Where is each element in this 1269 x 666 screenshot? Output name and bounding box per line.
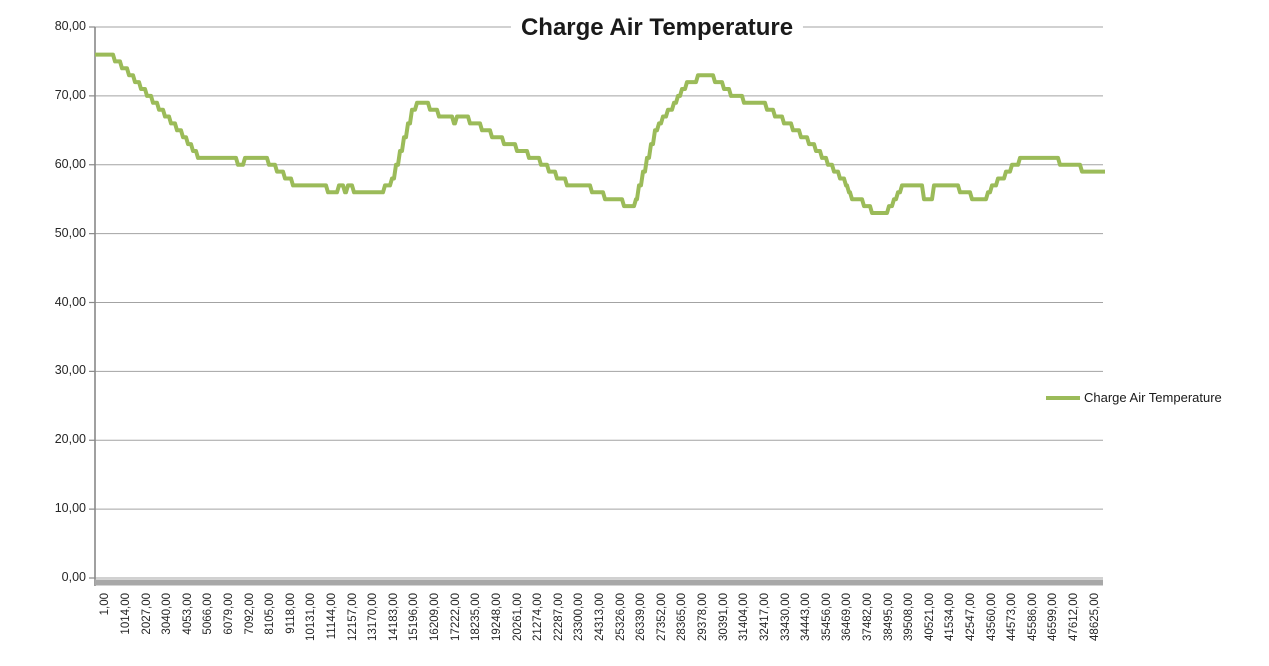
x-axis-tick-label: 1014,00 xyxy=(119,593,132,635)
x-axis-tick-label: 24313,00 xyxy=(594,593,606,641)
x-axis-tick-label: 34443,00 xyxy=(800,593,813,641)
x-axis-tick-label: 7092,00 xyxy=(243,593,256,635)
x-axis-tick-label: 31404,00 xyxy=(738,593,751,641)
x-axis-tick-label: 11144,00 xyxy=(326,593,339,640)
x-axis-bar xyxy=(95,579,1103,586)
x-axis-tick-label: 15196,00 xyxy=(408,593,421,641)
y-axis-tick-label: 80,00 xyxy=(54,19,86,33)
x-axis-tick-label: 48625,00 xyxy=(1088,593,1101,641)
x-axis-tick-label: 41534,00 xyxy=(944,593,957,641)
x-axis-tick-label: 2027,00 xyxy=(140,593,153,635)
x-axis-tick-label: 20261,00 xyxy=(511,593,524,641)
x-axis-tick-label: 37482,00 xyxy=(861,593,874,641)
chart-title: Charge Air Temperature xyxy=(510,14,804,42)
x-axis-tick-label: 10131,00 xyxy=(305,593,318,641)
x-axis-tick-label: 47612,00 xyxy=(1068,593,1081,641)
y-axis-tick-label: 60,00 xyxy=(54,156,86,171)
x-axis-tick-label: 33430,00 xyxy=(779,593,792,641)
x-axis-tick-label: 5066,00 xyxy=(202,593,215,635)
x-axis-tick-label: 13170,00 xyxy=(367,593,380,641)
x-axis-tick-label: 25326,00 xyxy=(614,593,627,641)
y-axis-tick-label: 40,00 xyxy=(54,294,86,309)
x-axis-tick-label: 19248,00 xyxy=(490,593,503,641)
series-line-charge-air-temperature xyxy=(95,52,1105,215)
x-axis-tick-label: 27352,00 xyxy=(655,593,668,641)
x-axis-tick-label: 42547,00 xyxy=(965,593,978,641)
x-axis-tick-label: 21274,00 xyxy=(532,593,545,641)
y-axis-tick-label: 0,00 xyxy=(61,570,86,584)
x-axis-tick-label: 4053,00 xyxy=(181,593,194,635)
x-axis-tick-label: 30391,00 xyxy=(717,593,730,641)
x-axis-tick-label: 39508,00 xyxy=(903,593,916,641)
x-axis-tick-label: 22287,00 xyxy=(552,593,565,641)
x-axis-tick-label: 1,00 xyxy=(99,593,112,616)
y-axis-tick-label: 10,00 xyxy=(54,501,86,516)
x-axis-tick-label: 40521,00 xyxy=(923,593,936,641)
x-axis-tick-label: 29378,00 xyxy=(697,593,710,641)
x-axis-tick-label: 12157,00 xyxy=(346,593,359,641)
x-axis-tick-label: 14183,00 xyxy=(387,593,400,641)
legend: Charge Air Temperature xyxy=(1046,390,1222,405)
x-axis-tick-label: 38495,00 xyxy=(882,593,895,641)
x-axis-tick-label: 44573,00 xyxy=(1006,593,1019,641)
x-axis-tick-label: 35456,00 xyxy=(820,593,833,641)
x-axis-tick-label: 6079,00 xyxy=(222,593,235,635)
x-axis-tick-label: 18235,00 xyxy=(470,593,483,641)
x-axis-tick-label: 3040,00 xyxy=(161,593,174,635)
x-axis-tick-label: 36469,00 xyxy=(841,593,854,641)
x-axis-tick-label: 9118,00 xyxy=(284,593,297,634)
x-axis-tick-label: 43560,00 xyxy=(985,593,998,641)
x-axis-tick-label: 26339,00 xyxy=(635,593,648,641)
y-axis-tick-label: 50,00 xyxy=(54,225,86,240)
x-axis-tick-label: 32417,00 xyxy=(758,593,771,641)
y-axis-tick-label: 70,00 xyxy=(54,87,86,102)
x-axis-tick-label: 45586,00 xyxy=(1026,593,1039,641)
y-axis-tick-label: 30,00 xyxy=(54,363,86,378)
x-axis-tick-label: 8105,00 xyxy=(264,593,277,635)
x-axis-tick-label: 46599,00 xyxy=(1047,593,1060,641)
x-axis-tick-label: 28365,00 xyxy=(676,593,689,641)
x-axis-tick-label: 23300,00 xyxy=(573,593,586,641)
y-axis-tick-label: 20,00 xyxy=(54,432,86,447)
legend-line-swatch xyxy=(1046,395,1080,400)
x-axis-tick-label: 17222,00 xyxy=(449,593,462,641)
legend-label: Charge Air Temperature xyxy=(1084,390,1222,405)
x-axis-tick-label: 16209,00 xyxy=(429,593,442,641)
